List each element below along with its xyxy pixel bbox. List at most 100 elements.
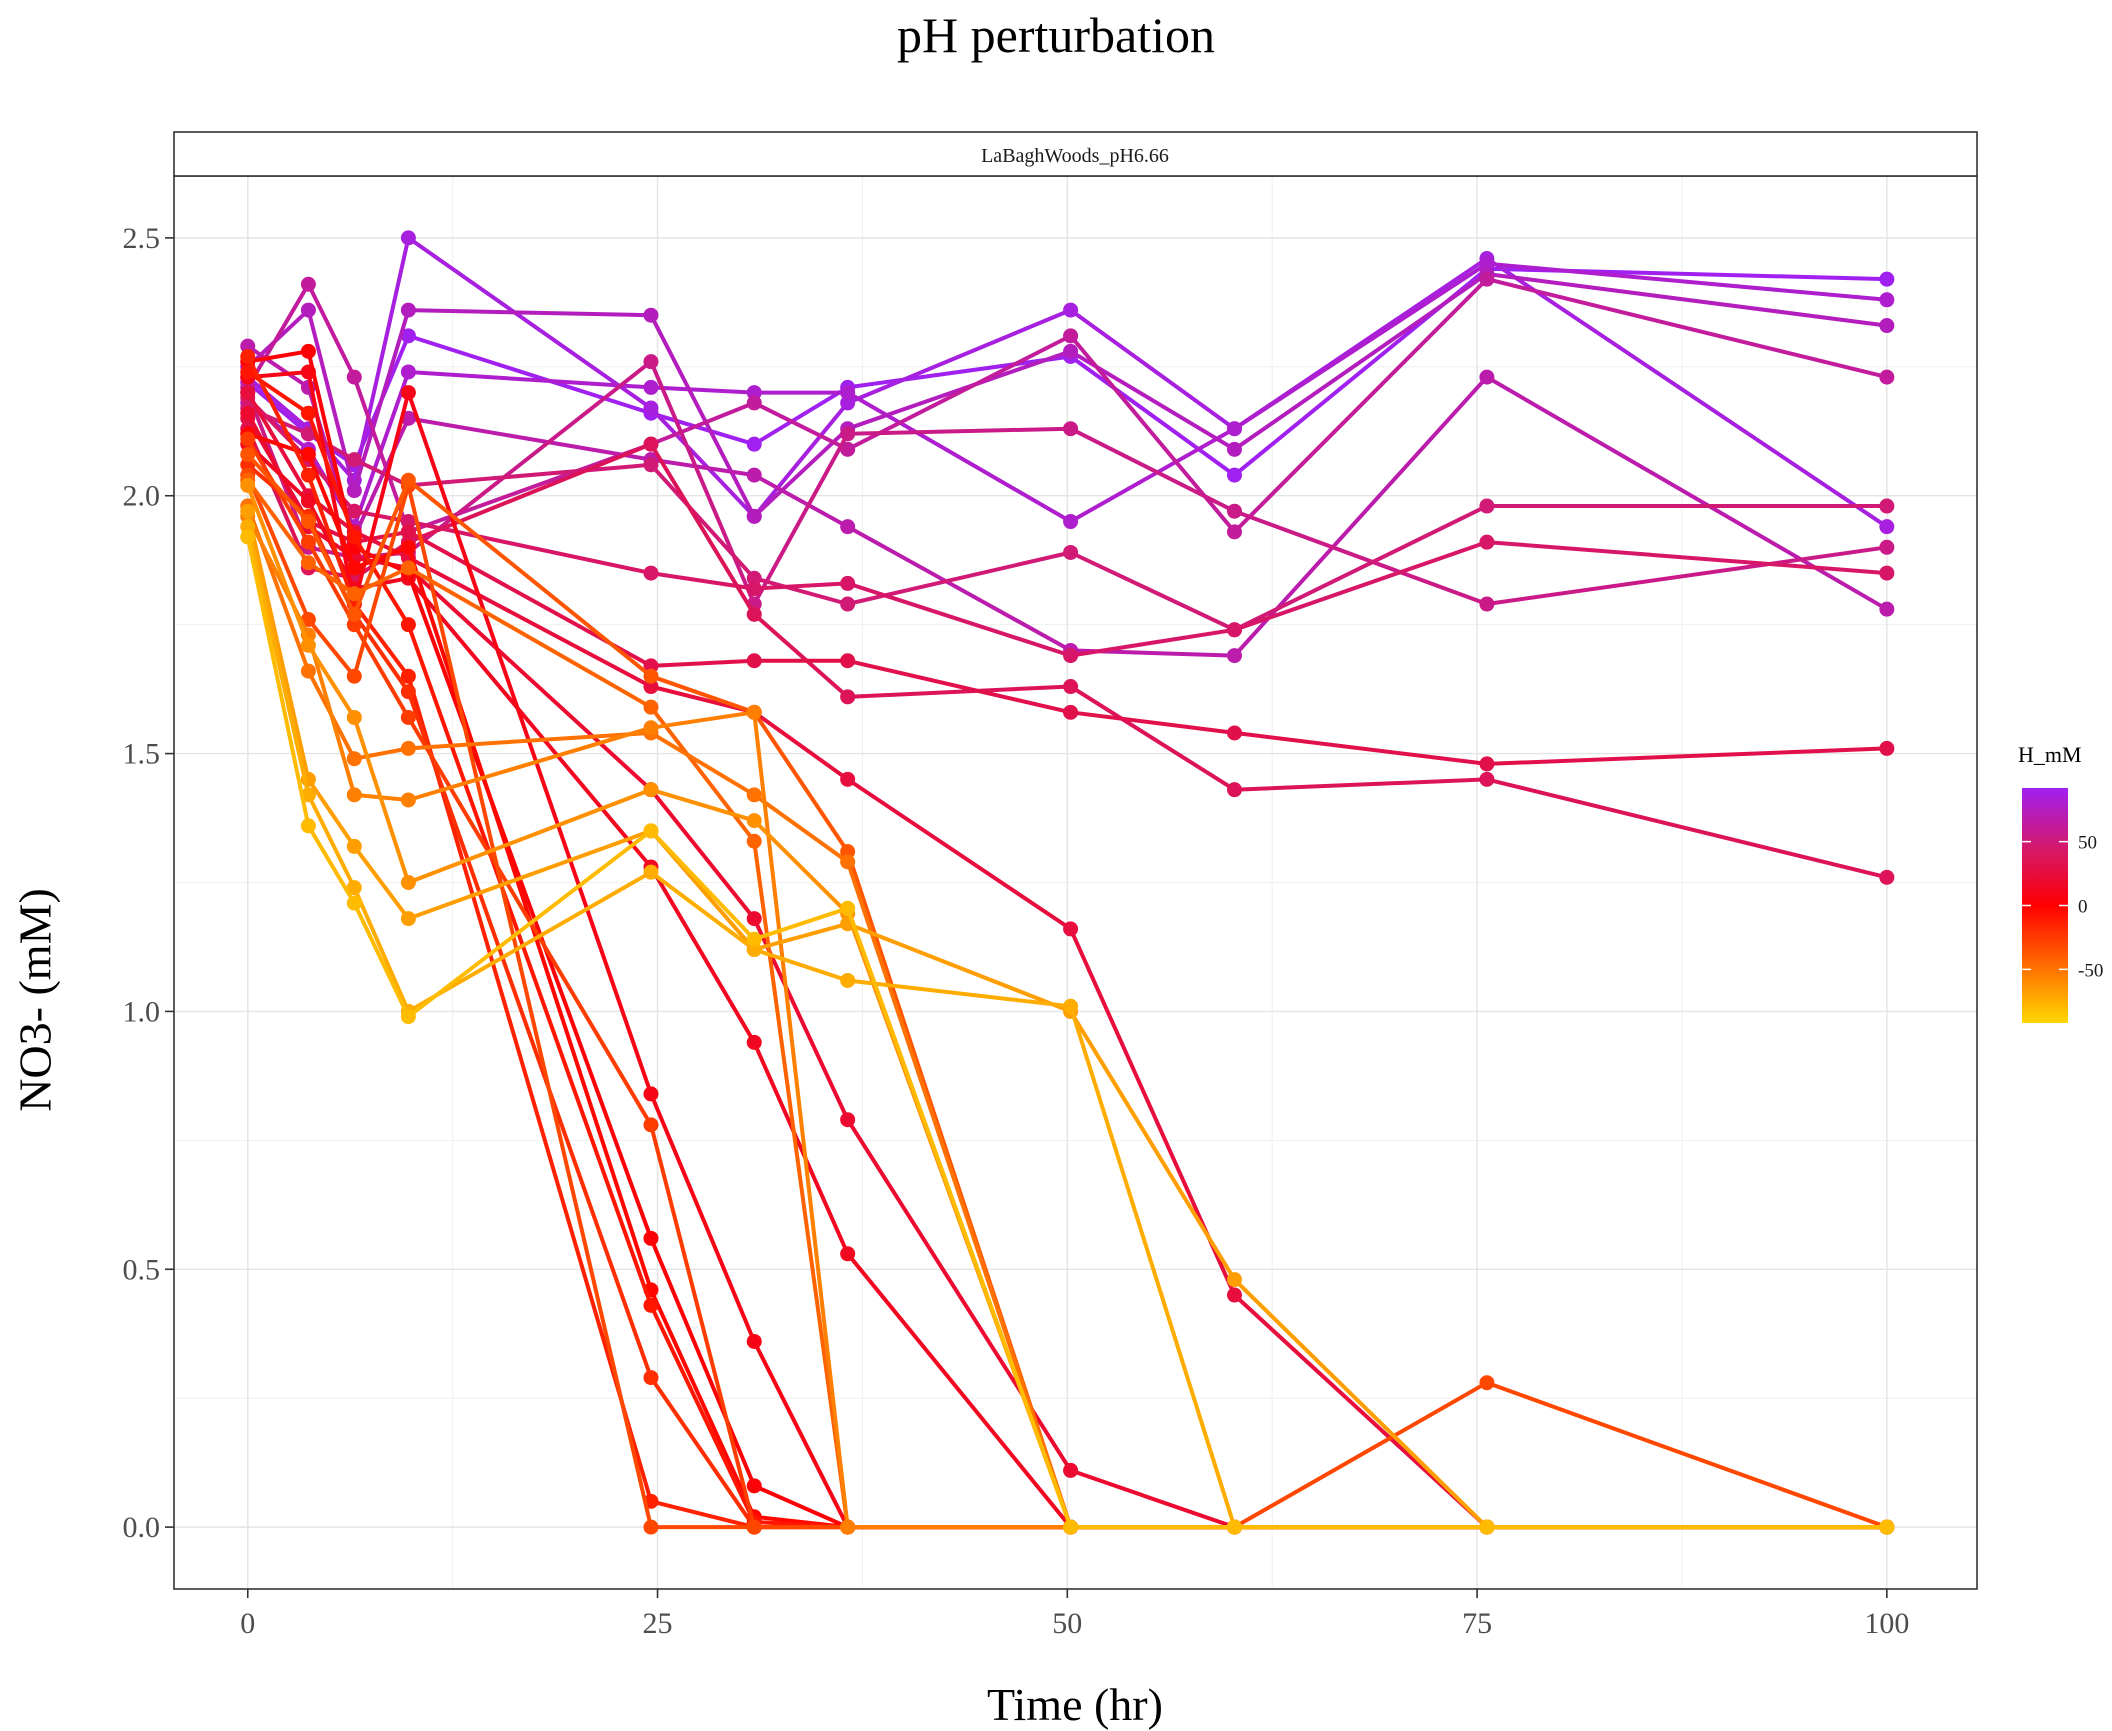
data-point	[840, 1246, 856, 1262]
data-point	[840, 426, 856, 442]
data-point	[240, 364, 256, 380]
data-point	[840, 844, 856, 860]
data-point	[346, 560, 362, 576]
data-point	[346, 586, 362, 602]
data-point	[643, 1519, 659, 1535]
y-tick-label: 0.0	[123, 1511, 161, 1544]
data-point	[746, 704, 762, 720]
data-point	[1479, 756, 1495, 772]
data-point	[346, 529, 362, 545]
facet-strip	[173, 131, 1978, 177]
data-point	[300, 343, 316, 359]
data-point	[1226, 503, 1242, 519]
data-point	[300, 446, 316, 462]
data-point	[1879, 869, 1895, 885]
data-point	[240, 477, 256, 493]
data-point	[400, 740, 416, 756]
x-tick-label: 100	[1864, 1607, 1909, 1640]
data-point	[1063, 1462, 1079, 1478]
data-point	[1879, 271, 1895, 287]
x-axis-label: Time (hr)	[987, 1679, 1163, 1730]
data-point	[1063, 679, 1079, 695]
data-point	[240, 338, 256, 354]
data-point	[643, 864, 659, 880]
data-point	[1879, 519, 1895, 535]
data-point	[746, 942, 762, 958]
data-point	[400, 684, 416, 700]
data-point	[1879, 539, 1895, 555]
data-point	[746, 606, 762, 622]
data-point	[1063, 421, 1079, 437]
minor-gridlines	[174, 176, 1977, 1589]
data-point	[746, 911, 762, 927]
data-point	[400, 385, 416, 401]
data-point	[1226, 1519, 1242, 1535]
data-point	[346, 606, 362, 622]
data-point	[346, 787, 362, 803]
data-point	[240, 503, 256, 519]
data-point	[300, 467, 316, 483]
data-point	[746, 833, 762, 849]
data-point	[1479, 771, 1495, 787]
data-point	[1879, 1519, 1895, 1535]
data-point	[400, 514, 416, 530]
data-point	[240, 348, 256, 364]
data-point	[746, 1034, 762, 1050]
data-point	[400, 230, 416, 246]
data-point	[346, 617, 362, 633]
data-point	[346, 503, 362, 519]
data-point	[1479, 369, 1495, 385]
series	[240, 400, 1895, 638]
data-point	[840, 900, 856, 916]
data-point	[240, 519, 256, 535]
data-point	[643, 679, 659, 695]
series	[240, 271, 1895, 540]
data-point	[346, 709, 362, 725]
data-point	[400, 560, 416, 576]
data-point	[746, 1478, 762, 1494]
data-point	[1063, 343, 1079, 359]
data-point	[1879, 498, 1895, 514]
colorbar-label: 50	[2078, 833, 2097, 854]
data-point	[643, 720, 659, 736]
data-point	[746, 467, 762, 483]
data-point	[840, 1112, 856, 1128]
data-point	[400, 709, 416, 725]
data-point	[400, 524, 416, 540]
data-point	[1226, 782, 1242, 798]
data-point	[1226, 725, 1242, 741]
y-tick-label: 2.5	[123, 222, 161, 255]
data-point	[346, 483, 362, 499]
data-point	[746, 931, 762, 947]
data-point	[746, 395, 762, 411]
data-point	[1226, 467, 1242, 483]
colorbar-legend: 50 0 -50	[2022, 788, 2103, 1023]
data-point	[300, 493, 316, 509]
data-point	[840, 653, 856, 669]
data-point	[643, 354, 659, 370]
data-point	[1226, 622, 1242, 638]
data-point	[1479, 596, 1495, 612]
data-point	[240, 446, 256, 462]
data-point	[400, 617, 416, 633]
colorbar-ticks: 50 0 -50	[2022, 833, 2103, 981]
y-tick-label: 1.0	[123, 995, 161, 1028]
data-point	[643, 1117, 659, 1133]
data-point	[1879, 369, 1895, 385]
data-point	[400, 302, 416, 318]
data-point	[746, 570, 762, 586]
data-point	[300, 276, 316, 292]
data-point	[840, 596, 856, 612]
y-tick-label: 0.5	[123, 1253, 161, 1286]
data-point	[400, 792, 416, 808]
data-point	[346, 668, 362, 684]
y-axis: 0.0 0.5 1.0 1.5 2.0 2.5	[123, 222, 174, 1544]
data-point	[1479, 534, 1495, 550]
data-point	[400, 668, 416, 684]
data-point	[840, 395, 856, 411]
data-point	[400, 539, 416, 555]
legend-title: H_mM	[2018, 742, 2082, 767]
data-point	[643, 668, 659, 684]
data-point	[643, 1086, 659, 1102]
